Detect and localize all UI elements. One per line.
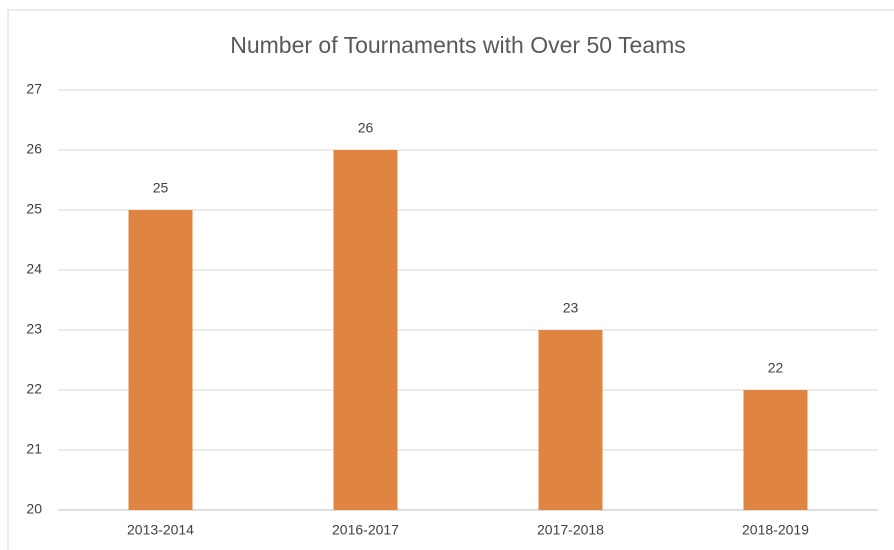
y-tick-label: 21 xyxy=(26,441,42,457)
bar xyxy=(538,330,603,510)
y-tick-label: 20 xyxy=(26,501,42,517)
y-tick-label: 24 xyxy=(26,261,42,277)
chart-title: Number of Tournaments with Over 50 Teams xyxy=(230,32,686,58)
bar xyxy=(333,150,398,510)
x-tick-label: 2016-2017 xyxy=(332,522,399,538)
bar xyxy=(128,210,193,510)
bar xyxy=(743,390,808,510)
x-tick-label: 2017-2018 xyxy=(537,522,604,538)
data-label: 22 xyxy=(768,360,784,376)
y-tick-label: 25 xyxy=(26,201,42,217)
y-tick-label: 23 xyxy=(26,321,42,337)
y-tick-label: 22 xyxy=(26,381,42,397)
y-tick-label: 26 xyxy=(26,141,42,157)
data-label: 26 xyxy=(358,120,374,136)
y-tick-label: 27 xyxy=(26,81,42,97)
data-label: 23 xyxy=(563,300,579,316)
x-tick-label: 2013-2014 xyxy=(127,522,194,538)
data-label: 25 xyxy=(153,180,169,196)
x-tick-label: 2018-2019 xyxy=(742,522,809,538)
